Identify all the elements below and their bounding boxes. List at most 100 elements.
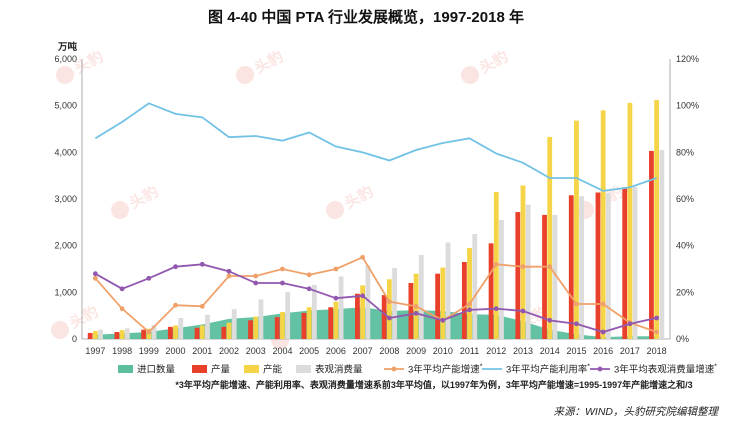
x-tick-label: 2015	[566, 346, 586, 356]
bar-1	[360, 285, 366, 339]
bar-1	[226, 322, 232, 339]
bar-1	[92, 331, 98, 339]
bar-2	[579, 196, 585, 339]
legend-label: 产能	[263, 364, 283, 376]
legend-label: 3年平均表观消费量增速*	[614, 364, 717, 376]
x-tick-label: 1999	[139, 346, 159, 356]
legend-label: 3年平均产能利用率*	[506, 364, 590, 376]
bar-0	[542, 214, 547, 339]
bar-0	[114, 332, 120, 339]
y-right-tick-label: 60%	[676, 194, 694, 204]
bar-0	[274, 317, 280, 339]
bar-2	[499, 220, 504, 339]
bars-layer	[87, 100, 665, 339]
y-right-tick-label: 120%	[676, 54, 699, 64]
line-2	[94, 263, 657, 333]
line-point-0	[199, 303, 205, 309]
legend-swatch	[118, 365, 133, 373]
bar-2	[418, 255, 424, 339]
legend-label: 表观消费量	[315, 364, 363, 376]
line-point-2	[547, 317, 553, 323]
legend-swatch	[296, 365, 311, 373]
x-tick-label: 2009	[406, 346, 426, 356]
y-left-tick-label: 2,000	[54, 241, 77, 251]
bar-2	[632, 186, 638, 339]
watermark-logo	[51, 321, 69, 339]
bar-0	[488, 243, 494, 339]
x-tick-label: 2010	[433, 346, 453, 356]
bar-0	[328, 307, 334, 339]
bar-2	[285, 291, 291, 339]
bar-0	[408, 283, 414, 339]
bar-2	[605, 192, 611, 339]
bar-0	[194, 327, 200, 339]
line-point-0	[600, 301, 606, 307]
y-right-tick-label: 80%	[676, 147, 694, 157]
bar-2	[231, 309, 237, 339]
bar-1	[440, 267, 446, 339]
bar-1	[333, 301, 339, 339]
watermark-logo	[56, 66, 74, 84]
legend-swatch	[244, 365, 259, 373]
line-point-2	[600, 329, 606, 335]
bar-1	[386, 279, 392, 339]
legend-label: 3年平均产能增速*	[408, 364, 483, 376]
bar-1	[627, 102, 633, 339]
legend-superscript: *	[480, 364, 483, 371]
line-point-0	[360, 254, 366, 260]
x-tick-label: 2001	[192, 346, 212, 356]
legend-marker	[597, 366, 603, 372]
x-tick-label: 2014	[540, 346, 560, 356]
bar-1	[654, 100, 660, 339]
watermark-text: 头豹	[66, 302, 101, 332]
x-tick-label: 2008	[379, 346, 399, 356]
bar-2	[472, 234, 478, 339]
watermark-logo	[326, 201, 344, 219]
y-left-tick-label: 4,000	[54, 147, 77, 157]
bar-1	[253, 316, 259, 339]
bar-0	[301, 312, 307, 339]
line-point-2	[199, 261, 205, 267]
x-tick-label: 2012	[486, 346, 506, 356]
x-tick-label: 2017	[620, 346, 640, 356]
line-point-0	[574, 301, 579, 307]
line-point-0	[520, 264, 526, 270]
line-point-0	[547, 264, 553, 270]
watermark-logo	[461, 66, 479, 84]
bar-1	[199, 325, 205, 339]
x-tick-label: 2000	[166, 346, 186, 356]
line-point-2	[119, 286, 125, 292]
bar-0	[622, 187, 628, 339]
y-right-tick-label: 20%	[676, 287, 694, 297]
bar-0	[141, 329, 147, 339]
line-point-0	[413, 303, 419, 309]
line-point-2	[306, 286, 312, 292]
line-point-2	[627, 321, 633, 327]
y-left-tick-label: 6,000	[54, 54, 77, 64]
x-tick-label: 2011	[460, 346, 479, 356]
line-point-2	[654, 315, 660, 321]
line-point-2	[173, 264, 178, 270]
legend: 进口数量 产量 产能 表观消费量 3年平均产能增速* 3年平均产能利用率* 3年平均表观消费…	[118, 364, 717, 376]
chart-source: 来源：WIND，头豹研究院编辑整理	[554, 406, 720, 418]
x-tick-label: 1998	[112, 346, 132, 356]
legend-marker	[391, 366, 397, 372]
line-point-2	[413, 310, 419, 316]
x-tick-label: 2013	[513, 346, 533, 356]
bar-1	[119, 330, 125, 339]
line-point-2	[360, 293, 366, 299]
bar-0	[87, 332, 93, 339]
line-point-2	[493, 306, 499, 312]
y-left-tick-label: 5,000	[54, 101, 77, 111]
line-point-0	[306, 272, 312, 278]
watermark: 头豹	[326, 182, 376, 219]
chart-note: *3年平均产能增速、产能利用率、表观消费量增速系前3年平均值，以1997年为例，…	[175, 379, 692, 390]
line-point-0	[654, 329, 660, 335]
x-tick-label: 1997	[85, 346, 105, 356]
bar-2	[338, 276, 344, 339]
line-point-2	[92, 271, 98, 277]
watermark-logo	[111, 201, 129, 219]
bar-0	[248, 320, 253, 339]
x-tick-label: 2002	[219, 346, 239, 356]
